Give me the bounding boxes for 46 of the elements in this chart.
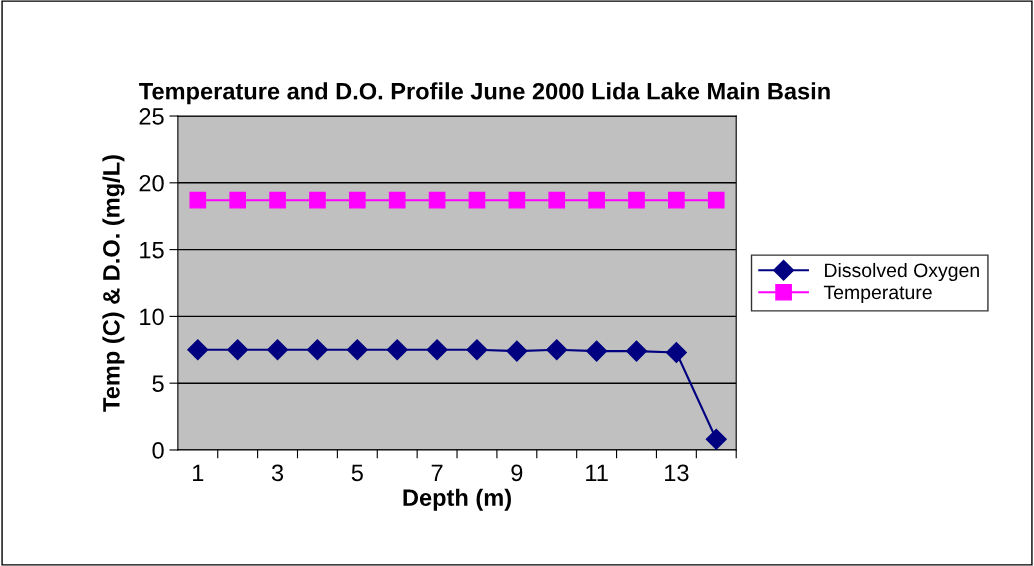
legend-label: Temperature: [823, 285, 932, 304]
point: [227, 339, 249, 361]
y-tick-label: 20: [139, 174, 164, 192]
point: [189, 191, 207, 209]
point: [628, 191, 645, 209]
point: [586, 340, 608, 362]
x-axis-title: Depth (m): [403, 488, 511, 511]
x-tick-label: 11: [586, 464, 608, 481]
point: [309, 191, 326, 209]
point: [426, 339, 448, 361]
x-tick-label: 1: [193, 464, 204, 481]
point: [588, 191, 605, 209]
point: [548, 191, 566, 209]
point: [668, 191, 685, 209]
point: [625, 340, 648, 362]
x-tick-label: 7: [431, 464, 443, 481]
point: [466, 339, 488, 361]
y-tick-label: 10: [140, 308, 164, 326]
point: [306, 339, 328, 361]
point: [229, 191, 247, 209]
point: [386, 339, 408, 361]
point: [428, 191, 446, 209]
point: [665, 341, 687, 363]
y-tick-label: 15: [140, 241, 164, 259]
point: [705, 428, 727, 450]
x-tick-label: 3: [271, 464, 284, 482]
point: [267, 339, 289, 361]
point: [707, 191, 725, 209]
point: [346, 339, 368, 361]
point: [187, 339, 209, 361]
x-tick-label: 5: [351, 464, 363, 482]
x-tick-label: 9: [511, 464, 523, 482]
point: [506, 340, 528, 362]
chart-title: Temperature and D.O. Profile June 2000 Lida Lake Main Basin: [139, 82, 830, 105]
point: [388, 191, 406, 209]
legend-label: Dissolved Oxygen: [825, 262, 979, 282]
point: [348, 191, 366, 209]
y-tick-label: 25: [139, 108, 164, 125]
x-tick-label: 13: [665, 464, 689, 482]
point: [269, 191, 286, 209]
y-axis-title: Temp (C) & D.O. (mg/L): [102, 155, 125, 412]
y-tick-label: 5: [152, 375, 164, 392]
point: [468, 191, 486, 209]
y-tick-label: 0: [152, 442, 164, 459]
point: [508, 191, 526, 209]
point: [546, 339, 568, 361]
